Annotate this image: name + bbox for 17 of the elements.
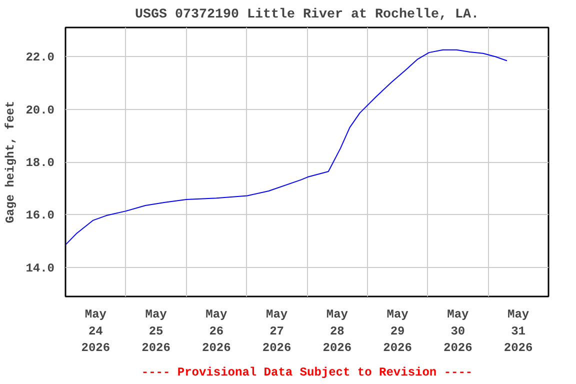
y-tick-label: 20.0	[26, 103, 55, 118]
x-tick-label: May 27 2026	[262, 308, 292, 356]
y-tick-label: 14.0	[26, 261, 55, 276]
x-tick-label: May 24 2026	[81, 308, 110, 356]
y-tick-label: 22.0	[26, 50, 55, 65]
line-series	[66, 49, 508, 246]
y-tick-label: 18.0	[26, 156, 55, 170]
text: ---- Provisional Data Subject to Revision ----	[141, 366, 473, 380]
x-tick-label: May 25 2026	[142, 308, 170, 356]
y-axis-title: Gage height, feet	[4, 100, 18, 224]
x-tick-label: May 28 2026	[322, 308, 352, 356]
x-tick-label: May 26 2026	[202, 308, 231, 356]
x-tick-label: May 31 2026	[504, 308, 533, 356]
x-tick-label: May 30 2026	[444, 308, 472, 356]
y-tick-label: 16.0	[26, 208, 55, 223]
x-tick-label: May 29 2026	[383, 308, 412, 356]
chart-title: USGS 07372190 Little River at Rochelle, LA.	[135, 8, 479, 22]
